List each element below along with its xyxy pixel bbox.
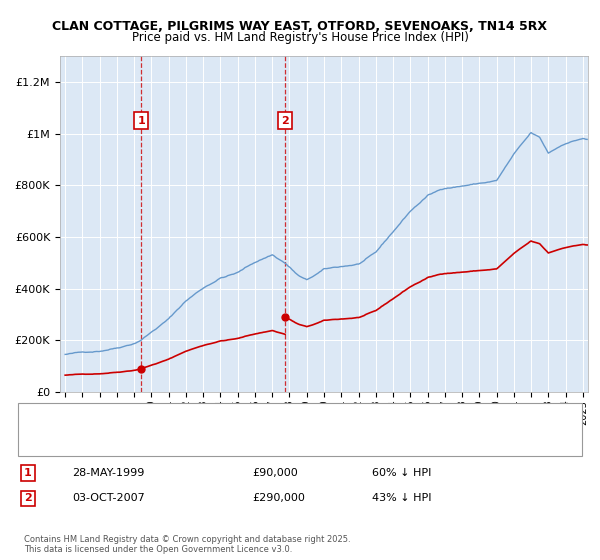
Text: £90,000: £90,000 [252,468,298,478]
Text: 60% ↓ HPI: 60% ↓ HPI [372,468,431,478]
Text: 43% ↓ HPI: 43% ↓ HPI [372,493,431,503]
Text: 1: 1 [137,115,145,125]
Text: 1: 1 [24,468,32,478]
Text: HPI: Average price, detached house, Sevenoaks: HPI: Average price, detached house, Seve… [60,435,293,445]
Text: 2: 2 [281,115,289,125]
Text: —: — [36,432,50,447]
Text: 2: 2 [24,493,32,503]
Text: Price paid vs. HM Land Registry's House Price Index (HPI): Price paid vs. HM Land Registry's House … [131,31,469,44]
Text: 03-OCT-2007: 03-OCT-2007 [72,493,145,503]
Text: £290,000: £290,000 [252,493,305,503]
Text: 28-MAY-1999: 28-MAY-1999 [72,468,145,478]
Text: CLAN COTTAGE, PILGRIMS WAY EAST, OTFORD, SEVENOAKS, TN14 5RX (detached house): CLAN COTTAGE, PILGRIMS WAY EAST, OTFORD,… [60,413,496,423]
Text: —: — [36,411,50,426]
Text: Contains HM Land Registry data © Crown copyright and database right 2025.
This d: Contains HM Land Registry data © Crown c… [24,535,350,554]
Text: CLAN COTTAGE, PILGRIMS WAY EAST, OTFORD, SEVENOAKS, TN14 5RX: CLAN COTTAGE, PILGRIMS WAY EAST, OTFORD,… [53,20,548,32]
